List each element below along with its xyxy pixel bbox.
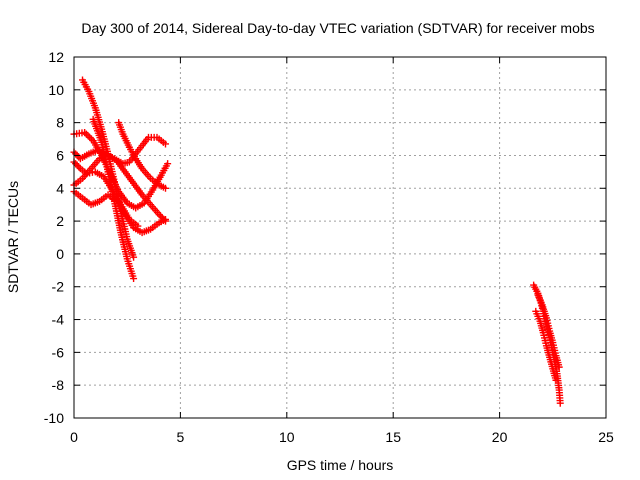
y-tick-label: 6 (56, 147, 64, 163)
data-point (134, 222, 142, 230)
x-tick-label: 10 (279, 429, 295, 445)
y-tick-label: -10 (44, 410, 64, 426)
y-tick-label: 0 (56, 246, 64, 262)
data-point (556, 399, 564, 407)
axis-ticks: 0 5 10 15 20 25 -10 -8 -6 -4 -2 0 2 4 6 8 10 12 (44, 49, 614, 445)
x-tick-label: 20 (492, 429, 508, 445)
x-tick-label: 0 (70, 429, 78, 445)
y-axis-label: SDTVAR / TECUs (5, 181, 21, 293)
grid (74, 57, 606, 418)
y-tick-label: -2 (52, 279, 65, 295)
data-point (162, 215, 170, 223)
y-tick-label: 4 (56, 180, 64, 196)
y-tick-label: 8 (56, 115, 64, 131)
data-point (130, 253, 138, 261)
chart-title: Day 300 of 2014, Sidereal Day-to-day VTE… (81, 20, 594, 36)
x-tick-label: 5 (177, 429, 185, 445)
x-axis-label: GPS time / hours (287, 457, 394, 473)
series-track-11 (534, 291, 563, 371)
x-tick-label: 25 (598, 429, 614, 445)
y-tick-label: -6 (52, 344, 65, 360)
data-point (164, 160, 172, 168)
y-tick-label: -4 (52, 312, 65, 328)
y-tick-label: -8 (52, 377, 65, 393)
y-tick-label: 12 (48, 49, 64, 65)
data-point (555, 363, 563, 371)
data-point (162, 184, 170, 192)
plot-frame (73, 56, 607, 419)
x-tick-label: 15 (385, 429, 401, 445)
y-tick-label: 2 (56, 213, 64, 229)
series-track-4 (115, 119, 170, 192)
data-point (130, 275, 138, 283)
series-track-6 (70, 151, 170, 225)
data-points (70, 76, 564, 407)
y-tick-label: 10 (48, 82, 64, 98)
data-point (162, 140, 170, 148)
series-track-10 (532, 307, 560, 384)
data-point (552, 376, 560, 384)
series-track-8 (70, 158, 142, 230)
